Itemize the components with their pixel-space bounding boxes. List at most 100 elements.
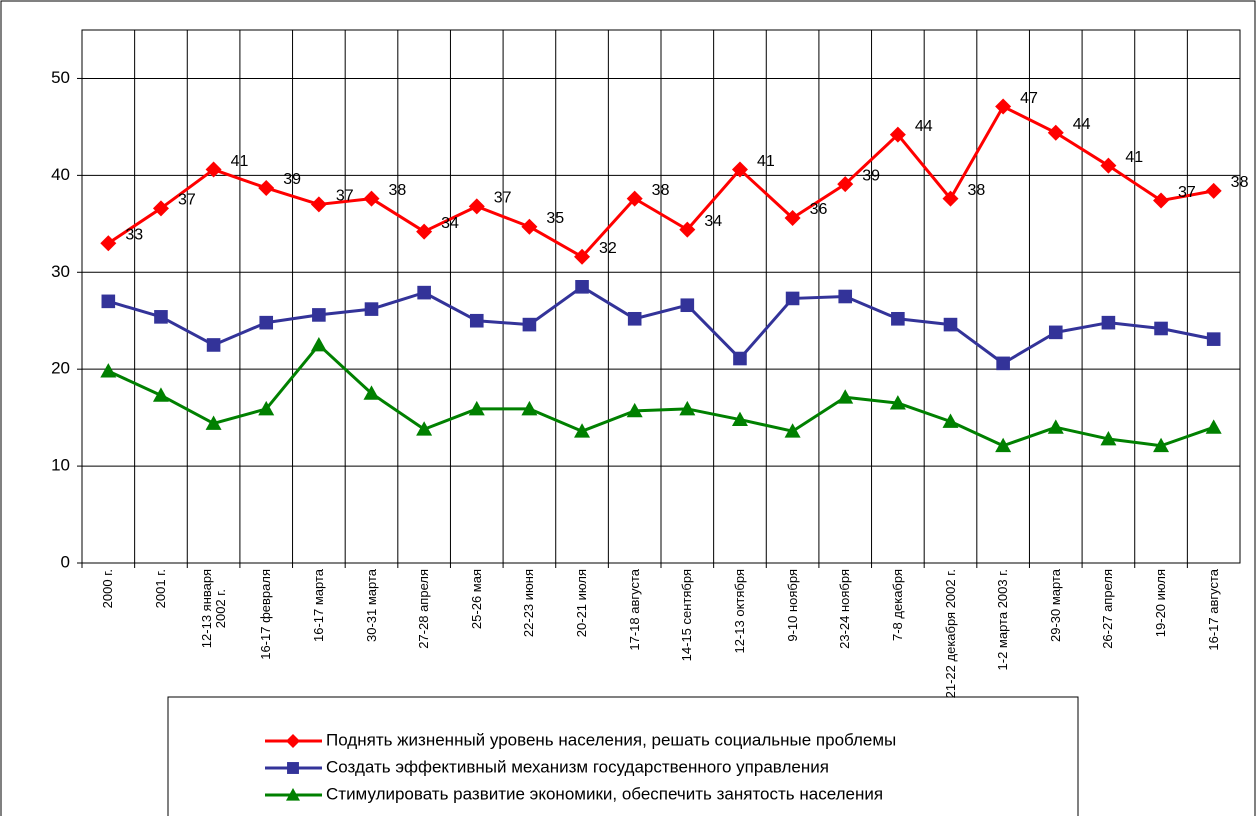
marker xyxy=(889,126,906,143)
data-label: 38 xyxy=(968,182,986,199)
marker xyxy=(680,298,695,313)
x-tick-label: 27-28 апреля xyxy=(416,569,432,649)
x-tick-label: 16-17 марта xyxy=(310,569,326,643)
marker xyxy=(837,176,854,193)
data-label: 36 xyxy=(810,201,828,218)
marker xyxy=(679,221,696,238)
x-tick-label: 2001 г. xyxy=(152,569,168,609)
data-label: 38 xyxy=(1231,174,1249,191)
data-label: 38 xyxy=(652,182,670,199)
x-tick-label: 14-15 сентября xyxy=(679,569,695,662)
x-tick-label: 26-27 апреля xyxy=(1100,569,1116,649)
marker xyxy=(152,200,169,217)
x-tick-label: 29-30 марта xyxy=(1047,569,1063,643)
y-tick-label: 0 xyxy=(61,552,70,571)
marker xyxy=(286,788,300,801)
data-label: 34 xyxy=(704,213,722,230)
y-tick-label: 30 xyxy=(51,262,70,281)
legend-label: Создать эффективный механизм государстве… xyxy=(326,757,829,776)
marker xyxy=(731,161,748,178)
marker xyxy=(784,423,801,438)
marker xyxy=(1154,321,1168,336)
marker xyxy=(259,315,274,330)
data-label: 38 xyxy=(389,182,407,199)
legend-label: Стимулировать развитие экономики, обеспе… xyxy=(326,784,883,803)
marker xyxy=(679,400,696,416)
x-tick-label: 20-21 июля xyxy=(574,569,590,638)
marker xyxy=(1205,419,1222,434)
x-tick-label: 25-26 мая xyxy=(468,569,484,630)
marker xyxy=(838,289,853,304)
marker xyxy=(626,190,643,207)
marker xyxy=(574,423,591,438)
marker xyxy=(785,291,800,306)
data-label: 47 xyxy=(1020,90,1038,107)
marker xyxy=(154,310,168,324)
data-label: 37 xyxy=(336,188,354,205)
marker xyxy=(837,389,854,404)
marker xyxy=(1153,437,1170,453)
data-label: 37 xyxy=(1178,184,1196,201)
marker xyxy=(784,210,801,227)
x-tick-label: 12-13 октября xyxy=(731,569,747,654)
marker xyxy=(416,223,433,240)
marker xyxy=(205,415,222,430)
data-label: 33 xyxy=(125,226,143,243)
marker xyxy=(258,179,275,196)
marker xyxy=(522,317,537,332)
marker xyxy=(1101,315,1116,330)
x-tick-label: 12-13 января 2002 г. xyxy=(198,569,228,649)
marker xyxy=(101,294,116,309)
marker xyxy=(363,190,380,207)
data-label: 44 xyxy=(1073,116,1091,133)
marker xyxy=(287,762,299,774)
x-tick-label: 16-17 февраля xyxy=(258,569,274,660)
marker xyxy=(626,402,643,418)
marker xyxy=(312,308,326,322)
marker xyxy=(942,190,959,207)
marker xyxy=(1205,182,1222,199)
y-tick-label: 40 xyxy=(51,165,70,184)
data-label: 37 xyxy=(494,190,512,207)
marker xyxy=(942,413,959,428)
marker xyxy=(731,411,748,426)
marker xyxy=(996,356,1010,371)
marker xyxy=(521,218,538,235)
data-label: 39 xyxy=(283,171,301,188)
data-label: 37 xyxy=(178,192,196,209)
marker xyxy=(1047,419,1064,434)
x-tick-label: 7-8 декабря xyxy=(889,569,905,641)
data-label: 35 xyxy=(546,210,564,227)
data-label: 44 xyxy=(915,118,933,135)
x-tick-label: 23-24 ноября xyxy=(837,569,853,649)
marker xyxy=(417,285,431,300)
marker xyxy=(733,351,747,366)
marker xyxy=(1047,124,1064,141)
marker xyxy=(889,395,906,410)
x-tick-label: 1-2 марта 2003 г. xyxy=(995,569,1011,671)
series-line xyxy=(107,105,1214,259)
marker xyxy=(521,400,538,416)
marker xyxy=(574,248,591,265)
marker xyxy=(1048,325,1063,340)
marker xyxy=(363,385,380,400)
marker xyxy=(310,196,327,213)
marker xyxy=(469,313,484,328)
marker xyxy=(100,363,117,378)
data-label: 34 xyxy=(441,215,459,232)
data-label: 41 xyxy=(231,153,249,170)
marker xyxy=(205,161,222,178)
x-tick-label: 2000 г. xyxy=(100,569,116,609)
marker xyxy=(627,311,642,326)
y-tick-label: 50 xyxy=(51,68,70,87)
x-tick-label: 16-17 августа xyxy=(1205,569,1221,651)
marker xyxy=(995,98,1012,115)
marker xyxy=(416,421,433,436)
marker xyxy=(468,400,485,416)
x-tick-label: 21-22 декабря 2002 г. xyxy=(942,569,958,699)
marker xyxy=(152,387,169,402)
legend-label: Поднять жизненный уровень населения, реш… xyxy=(326,730,896,749)
